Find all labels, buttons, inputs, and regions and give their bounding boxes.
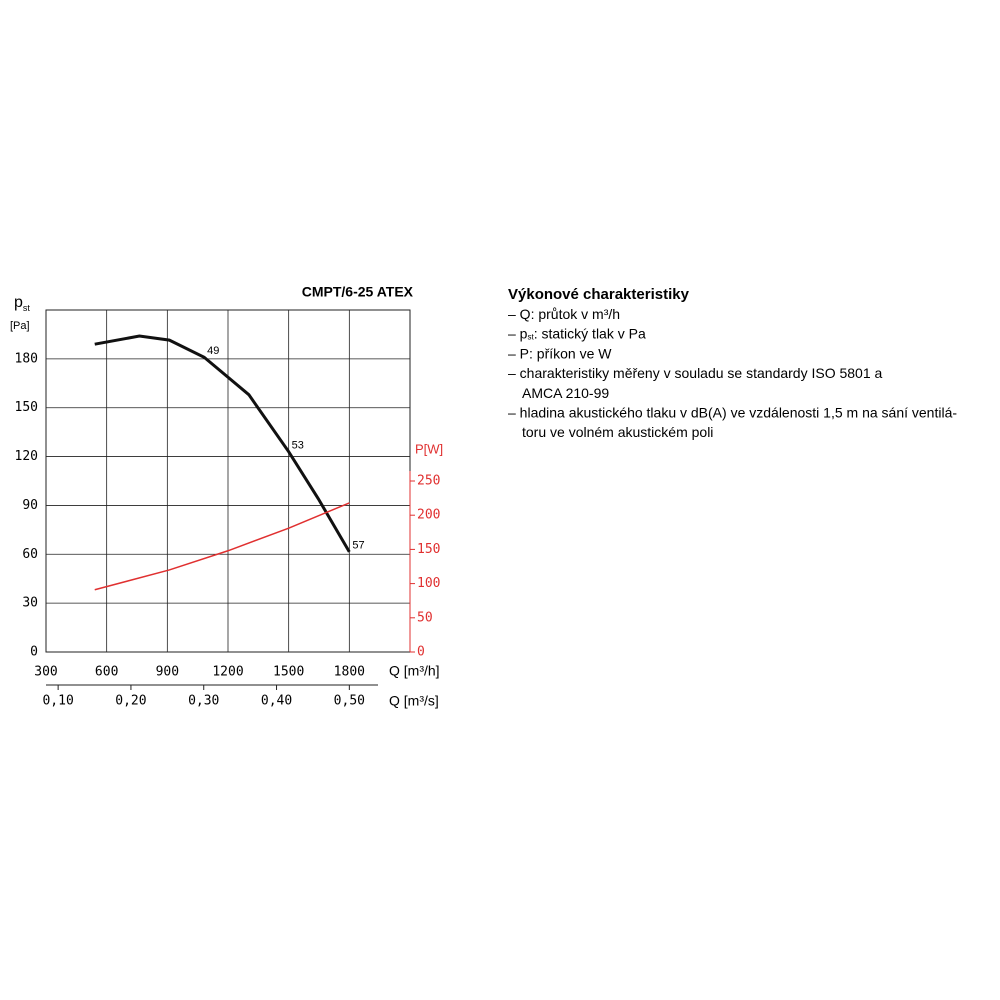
- x-tick-label: 1800: [334, 665, 365, 680]
- y-tick-label: 120: [15, 449, 38, 464]
- notes-title: Výkonové charakteristiky: [508, 286, 690, 303]
- note-line: – charakteristiky měřeny v souladu se st…: [508, 365, 883, 381]
- y-tick-label: 180: [15, 351, 38, 366]
- y-tick-label: 90: [22, 498, 38, 513]
- x2-tick-label: 0,40: [261, 694, 292, 709]
- note-line: – pst: statický tlak v Pa: [508, 325, 646, 341]
- note-text: toru ve volném akustickém poli: [522, 424, 713, 440]
- y-unit: [Pa]: [10, 320, 30, 332]
- notes: – Q: průtok v m³/h – pst: statický tlak v…: [508, 306, 957, 440]
- note-text: – charakteristiky měřeny v souladu se st…: [508, 365, 883, 381]
- note-line: toru ve volném akustickém poli: [522, 424, 713, 440]
- note-text: – hladina akustického tlaku v dB(A) ve v…: [508, 404, 957, 420]
- y-tick-label: 30: [22, 596, 38, 611]
- y-tick-label: 0: [30, 645, 38, 660]
- x2-tick-label: 0,50: [334, 694, 365, 709]
- x-tick-label: 300: [34, 665, 57, 680]
- y2-tick-label: 250: [417, 474, 440, 489]
- note-text: AMCA 210-99: [522, 385, 609, 401]
- series-line: [94, 334, 351, 553]
- note-line: – hladina akustického tlaku v dB(A) ve v…: [508, 404, 957, 420]
- y2-tick-label: 0: [417, 645, 425, 660]
- x-tick-label: 900: [156, 665, 179, 680]
- y2-tick-label: 200: [417, 508, 440, 523]
- annotation: 53: [292, 440, 304, 452]
- x-tick-label: 1200: [212, 665, 243, 680]
- x2-tick-label: 0,20: [115, 694, 146, 709]
- y2-tick-label: 50: [417, 610, 433, 625]
- note-line: – Q: průtok v m³/h: [508, 306, 620, 322]
- y2-tick-label: 150: [417, 542, 440, 557]
- series-line: [94, 502, 350, 591]
- note-text: – P: příkon ve W: [508, 345, 612, 361]
- x2-label: Q [m³/s]: [389, 693, 439, 709]
- note-line: AMCA 210-99: [522, 385, 609, 401]
- x2-tick-label: 0,30: [188, 694, 219, 709]
- note-rest: : statický tlak v Pa: [534, 325, 646, 341]
- note-text: – p: [508, 325, 528, 341]
- y-tick-label: 150: [15, 400, 38, 415]
- x-label: Q [m³/h]: [389, 663, 440, 679]
- annotation: 49: [207, 345, 219, 357]
- annotation: 57: [352, 540, 364, 552]
- y-label: pst: [14, 294, 30, 313]
- y-tick-label: 60: [22, 547, 38, 562]
- x-tick-label: 600: [95, 665, 118, 680]
- note-line: – P: příkon ve W: [508, 345, 612, 361]
- y2-tick-label: 100: [417, 576, 440, 591]
- note-text: – Q: průtok v m³/h: [508, 306, 620, 322]
- x2-tick-label: 0,10: [42, 694, 73, 709]
- note-sub: st: [527, 333, 534, 342]
- x-tick-label: 1500: [273, 665, 304, 680]
- chart-title: CMPT/6-25 ATEX: [302, 284, 414, 300]
- y2-label: P[W]: [415, 441, 443, 456]
